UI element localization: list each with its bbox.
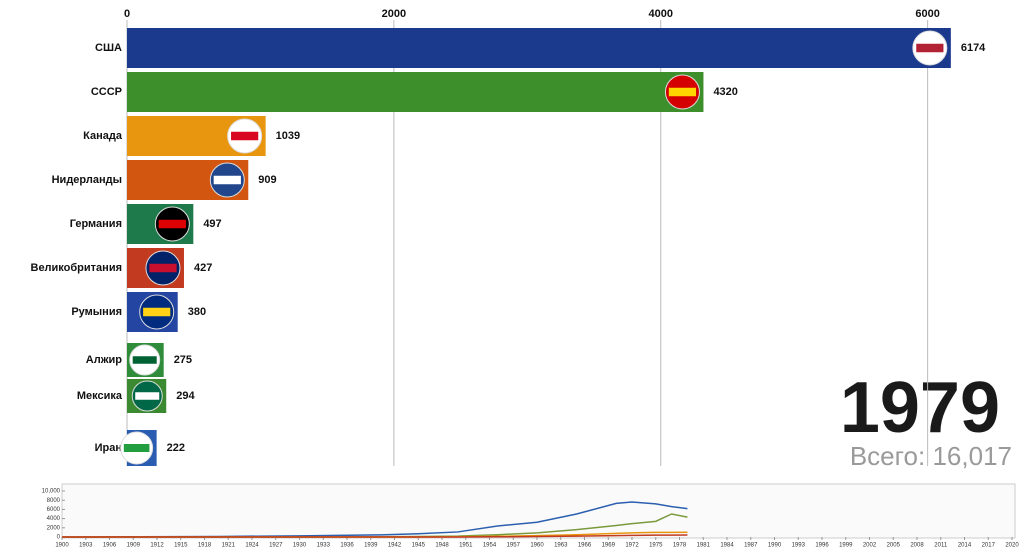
value-label: 275 xyxy=(174,354,192,366)
x-tick-label: 1909 xyxy=(127,543,141,549)
x-tick-label: 1948 xyxy=(435,543,449,549)
value-label: 1039 xyxy=(276,130,300,142)
category-label: Алжир xyxy=(86,354,122,366)
x-tick-label: 1906 xyxy=(103,543,117,549)
x-tick-label: 2008 xyxy=(910,543,924,549)
x-tick-label: 1936 xyxy=(340,543,354,549)
x-tick-label: 1903 xyxy=(79,543,93,549)
x-tick-label: 1930 xyxy=(293,543,307,549)
x-tick-label: 1918 xyxy=(198,543,212,549)
x-tick-label: 1990 xyxy=(768,543,782,549)
x-tick-label: 1984 xyxy=(720,543,734,549)
x-tick-label: 1945 xyxy=(412,543,426,549)
flag-stripe xyxy=(158,219,186,229)
category-label: Мексика xyxy=(77,390,123,402)
value-label: 6174 xyxy=(961,42,986,54)
x-tick-label: 1939 xyxy=(364,543,378,549)
value-label: 222 xyxy=(167,442,185,454)
x-tick-label: 1924 xyxy=(245,543,259,549)
y-tick-label: 8000 xyxy=(47,498,61,504)
category-label: СССР xyxy=(91,86,122,98)
x-tick-label: 1987 xyxy=(744,543,758,549)
category-label: США xyxy=(95,42,122,54)
year-label: 1979 xyxy=(840,368,1000,448)
value-label: 497 xyxy=(203,218,221,230)
x-tick-label: 1957 xyxy=(507,543,521,549)
category-label: Великобритания xyxy=(31,262,123,274)
x-tick-label: 1900 xyxy=(55,543,69,549)
x-tick-label: 2011 xyxy=(934,543,948,549)
x-tick-label: 1960 xyxy=(530,543,544,549)
value-label: 4320 xyxy=(713,86,737,98)
x-tick-label: 1969 xyxy=(602,543,616,549)
flag-stripe xyxy=(231,131,259,141)
x-tick-label: 6000 xyxy=(915,8,939,20)
flag-stripe xyxy=(132,356,157,364)
x-tick-label: 1972 xyxy=(625,543,639,549)
x-tick-label: 1981 xyxy=(697,543,711,549)
bar xyxy=(127,72,704,112)
x-tick-label: 0 xyxy=(124,8,130,20)
x-tick-label: 1933 xyxy=(317,543,331,549)
x-tick-label: 1942 xyxy=(388,543,402,549)
flag-stripe xyxy=(123,444,150,452)
x-tick-label: 2000 xyxy=(382,8,406,20)
x-tick-label: 1912 xyxy=(150,543,164,549)
y-tick-label: 6000 xyxy=(47,507,61,513)
x-tick-label: 4000 xyxy=(649,8,673,20)
flag-stripe xyxy=(916,43,944,53)
x-tick-label: 1963 xyxy=(554,543,568,549)
x-tick-label: 1993 xyxy=(792,543,806,549)
y-tick-label: 0 xyxy=(57,535,61,541)
x-tick-label: 1975 xyxy=(649,543,663,549)
x-tick-label: 1921 xyxy=(222,543,236,549)
category-label: Нидерланды xyxy=(52,174,122,186)
total-label: Всего: 16,017 xyxy=(850,441,1012,471)
value-label: 427 xyxy=(194,262,212,274)
flag-stripe xyxy=(143,307,171,317)
y-tick-label: 10,000 xyxy=(42,489,61,495)
x-tick-label: 2005 xyxy=(887,543,901,549)
x-tick-label: 2014 xyxy=(958,543,972,549)
x-tick-label: 1999 xyxy=(839,543,853,549)
category-label: Иран xyxy=(95,442,122,454)
x-tick-label: 2002 xyxy=(863,543,877,549)
x-tick-label: 2020 xyxy=(1005,543,1019,549)
value-label: 909 xyxy=(258,174,276,186)
mini-chart-frame xyxy=(61,483,1016,539)
flag-stripe xyxy=(149,263,177,273)
x-tick-label: 1978 xyxy=(673,543,687,549)
category-label: Германия xyxy=(70,218,122,230)
x-tick-label: 1927 xyxy=(269,543,283,549)
value-label: 380 xyxy=(188,306,206,318)
series-line xyxy=(62,534,688,538)
x-tick-label: 1915 xyxy=(174,543,188,549)
flag-stripe xyxy=(213,175,241,185)
x-tick-label: 1966 xyxy=(578,543,592,549)
category-label: Канада xyxy=(83,130,123,142)
y-tick-label: 2000 xyxy=(47,525,61,531)
y-tick-label: 4000 xyxy=(47,516,61,522)
category-label: Румыния xyxy=(71,306,122,318)
flag-stripe xyxy=(135,392,160,400)
series-line xyxy=(61,501,688,538)
x-tick-label: 1951 xyxy=(459,543,473,549)
x-tick-label: 2017 xyxy=(982,543,996,549)
x-tick-label: 1954 xyxy=(483,543,497,549)
flag-stripe xyxy=(668,87,697,97)
value-label: 294 xyxy=(176,390,195,402)
x-tick-label: 1996 xyxy=(815,543,829,549)
bar xyxy=(127,28,951,68)
